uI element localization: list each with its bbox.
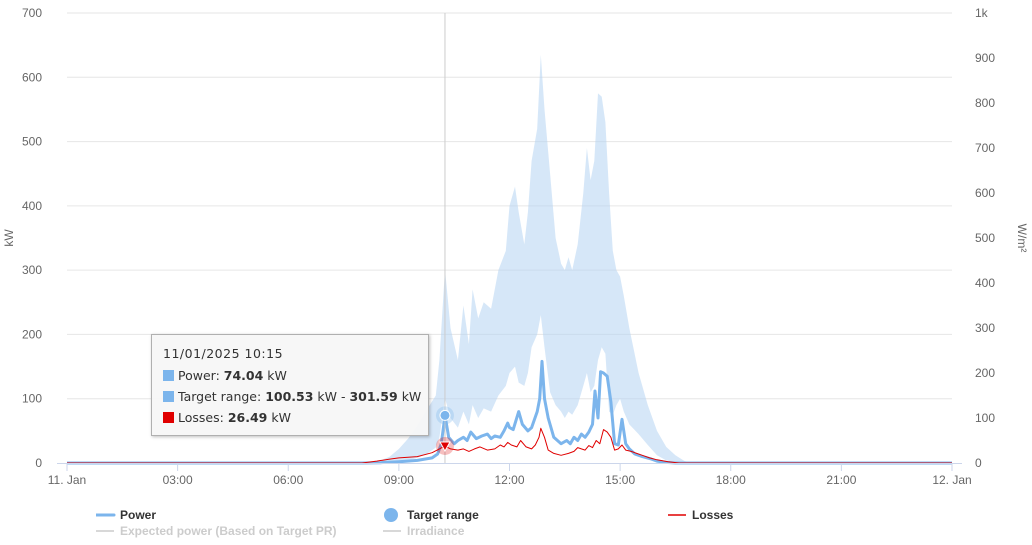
- x-tick-label: 06:00: [273, 473, 303, 487]
- y-right-tick-label: 100: [975, 411, 995, 425]
- x-tick-label: 12:00: [494, 473, 524, 487]
- series-lines: [67, 359, 952, 465]
- y-tick-label: 200: [22, 327, 42, 341]
- tooltip-swatch-target-range: [163, 391, 174, 402]
- legend-line-icon: [668, 514, 686, 516]
- legend-circle-icon: [384, 508, 398, 522]
- tooltip-row-power: Power: 74.04 kW: [163, 368, 287, 383]
- tooltip-row-target-range: Target range: 100.53 kW - 301.59 kW: [163, 389, 421, 404]
- y-right-tick-label: 200: [975, 366, 995, 380]
- power-hover-point: [439, 409, 451, 421]
- x-tick-label: 09:00: [384, 473, 414, 487]
- y-tick-label: 700: [22, 6, 42, 20]
- y-right-tick-label: 300: [975, 321, 995, 335]
- y-tick-label: 600: [22, 70, 42, 84]
- tooltip-swatch-losses: [163, 412, 174, 423]
- y-right-tick-label: 1k: [975, 6, 989, 20]
- y-axis-right: 0 100 200 300 400 500 600 700 800 900 1k: [975, 6, 995, 470]
- x-tick-label: 21:00: [826, 473, 856, 487]
- y-axis-right-title: W/m²: [1015, 224, 1029, 253]
- legend-line-icon: [96, 530, 114, 532]
- y-right-tick-label: 600: [975, 186, 995, 200]
- losses-line: [67, 427, 952, 464]
- x-tick-label: 03:00: [163, 473, 193, 487]
- y-right-tick-label: 500: [975, 231, 995, 245]
- y-tick-label: 400: [22, 199, 42, 213]
- x-tick-label: 18:00: [716, 473, 746, 487]
- x-tick-label: 12. Jan: [932, 473, 971, 487]
- y-right-tick-label: 900: [975, 51, 995, 65]
- legend-line-icon: [96, 513, 116, 517]
- hover-markers: [435, 406, 454, 455]
- y-right-tick-label: 800: [975, 96, 995, 110]
- x-tick-label: 15:00: [605, 473, 635, 487]
- power-line: [67, 359, 952, 465]
- y-right-tick-label: 700: [975, 141, 995, 155]
- y-tick-label: 500: [22, 135, 42, 149]
- tooltip-row-losses: Losses: 26.49 kW: [163, 410, 291, 425]
- y-right-tick-label: 0: [975, 456, 982, 470]
- tooltip: 11/01/2025 10:15 Power: 74.04 kW Target …: [151, 334, 429, 436]
- losses-hover-point: [439, 441, 451, 453]
- y-tick-label: 0: [35, 456, 42, 470]
- x-axis: 11. Jan 03:00 06:00 09:00 12:00 15:00 18:00 21:…: [48, 463, 972, 487]
- x-tick-label: 11. Jan: [48, 473, 86, 487]
- legend-line-icon: [383, 530, 401, 532]
- y-axis-left-title: kW: [2, 229, 16, 247]
- y-tick-label: 300: [22, 263, 42, 277]
- tooltip-swatch-power: [163, 370, 174, 381]
- y-right-tick-label: 400: [975, 276, 995, 290]
- tooltip-title: 11/01/2025 10:15: [163, 346, 284, 361]
- y-tick-label: 100: [22, 392, 42, 406]
- y-axis-left: 0 100 200 300 400 500 600 700: [22, 6, 42, 470]
